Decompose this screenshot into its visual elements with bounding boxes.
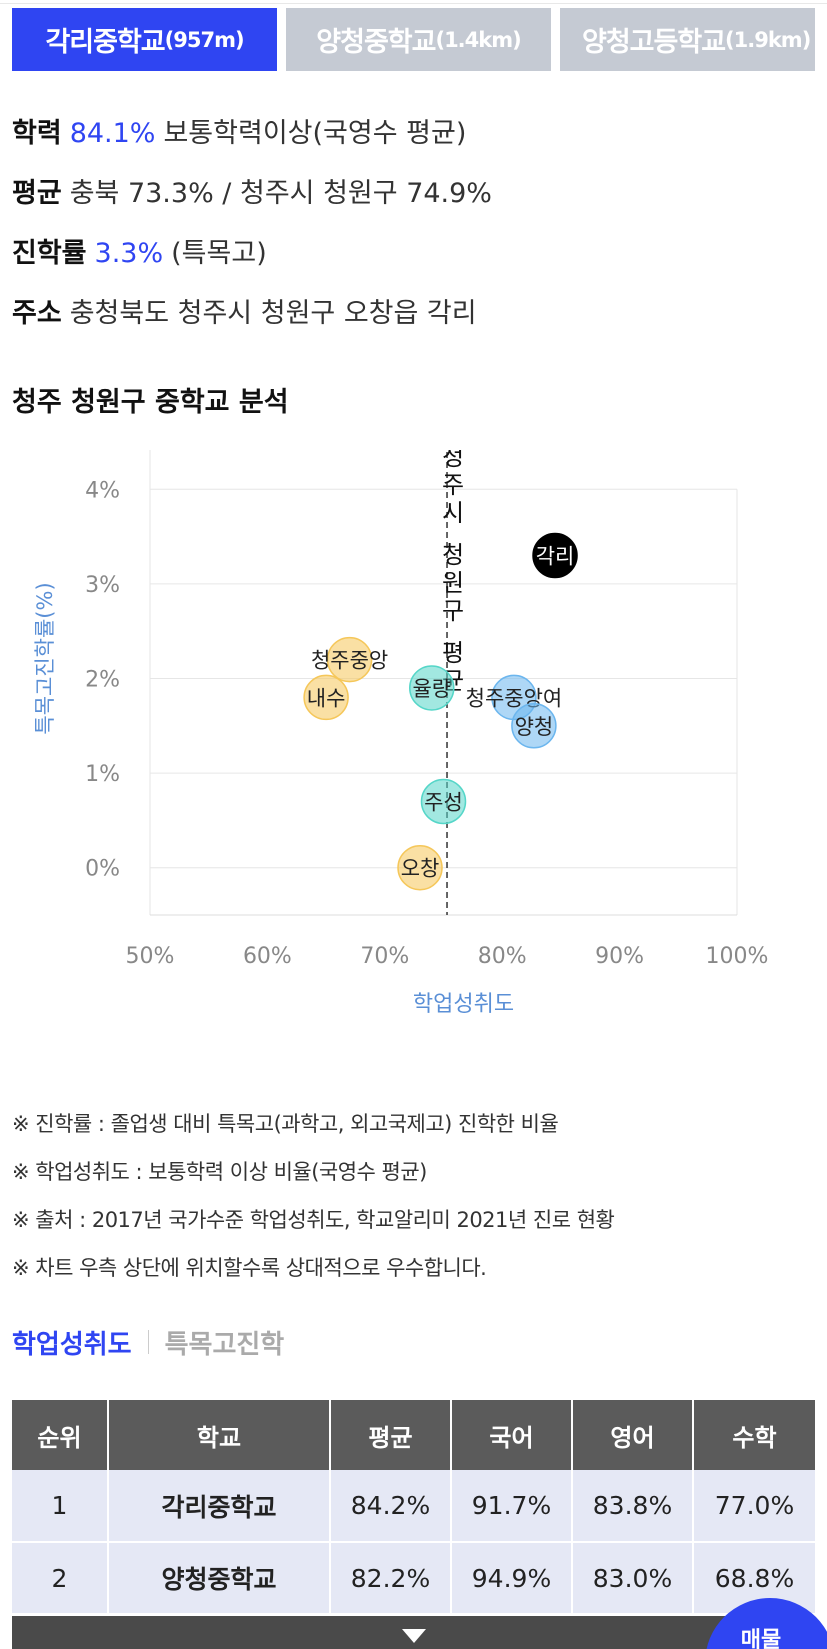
data-point-label: 주성 [424,790,463,814]
advance-desc: (특목고) [171,238,267,269]
data-point-label: 청주중앙 [311,649,388,673]
scatter-chart: 0% 1% 2% 3% 4% 50% 60% 70% 80% 90% 100% 학업성취도 특목고진학률… [33,450,769,1017]
address-label: 주소 [12,298,62,329]
data-point [420,778,467,825]
cell-rank: 1 [12,1470,109,1543]
header-school: 학교 [108,1400,331,1470]
average-label: 평균 [12,178,62,209]
address-value: 충청북도 청주시 청원구 오창읍 각리 [69,298,477,329]
svg-text:청: 청 [442,450,464,471]
advance-label: 진학률 [12,238,87,269]
chevron-down-icon [401,1628,426,1643]
cell-korean: 91.7% [451,1470,573,1543]
data-point [303,674,349,721]
x-tick-label: 60% [243,944,292,969]
y-tick-label: 4% [85,478,120,503]
tab-school-name: 양청고등학교 [582,27,726,58]
data-point-label: 양청 [515,715,554,739]
header-english: 영어 [572,1400,694,1470]
svg-text:주: 주 [442,471,464,499]
data-point [511,703,557,749]
x-tick-label: 90% [595,944,644,969]
address-row: 주소 충청북도 청주시 청원구 오창읍 각리 [12,290,812,350]
note-source: ※ 출처 : 2017년 국가수준 학업성취도, 학교알리미 2021년 진로 … [12,1208,615,1232]
cell-english: 83.0% [572,1542,694,1615]
tab-separator [147,1330,149,1354]
y-tick-label: 1% [85,762,120,787]
table-header-row: 순위 학교 평균 국어 영어 수학 [12,1400,815,1470]
average-row: 평균 충북 73.3% / 청주시 청원구 74.9% [12,170,812,230]
advance-value: 3.3% [94,238,164,269]
x-tick-label: 70% [360,944,409,969]
average-line-label: 청주시청원구평균 [442,450,464,695]
cell-school: 각리중학교 [108,1470,331,1543]
y-tick-label: 2% [85,668,120,693]
data-point [532,532,578,579]
data-point [326,636,373,683]
header-rank: 순위 [12,1400,109,1470]
tab-school-3[interactable]: 양청고등학교 (1.9km) [560,8,815,71]
top-divider [0,0,827,4]
section-title: 청주 청원구 중학교 분석 [12,387,289,418]
data-point-label: 청주중앙여 [466,686,563,710]
school-info: 학력 84.1% 보통학력이상(국영수 평균) 평균 충북 73.3% / 청주시 청… [12,110,812,350]
advance-row: 진학률 3.3% (특목고) [12,230,812,290]
x-tick-label: 50% [126,944,175,969]
tab-school-distance: (957m) [164,27,245,52]
expand-table-button[interactable] [12,1616,815,1649]
header-average: 평균 [330,1400,452,1470]
tab-special-school[interactable]: 특목고진학 [164,1329,285,1360]
svg-text:청: 청 [442,541,464,569]
cell-korean: 94.9% [451,1542,573,1615]
note-position-hint: ※ 차트 우측 상단에 위치할수록 상대적으로 우수합니다. [12,1256,487,1280]
school-tabs: 각리중학교 (957m) 양청중학교 (1.4km) 양청고등학교 (1.9km) [12,8,815,71]
cell-average: 84.2% [330,1470,452,1543]
data-point-label: 오창 [401,857,440,881]
average-value: 충북 73.3% / 청주시 청원구 74.9% [69,178,492,209]
y-tick-label: 0% [85,857,120,882]
note-advance-rate: ※ 진학률 : 졸업생 대비 특목고(과학고, 외고국제고) 진학한 비율 [12,1112,559,1136]
x-tick-label: 80% [478,944,527,969]
x-tick-label: 100% [706,944,769,969]
x-axis-label: 학업성취도 [413,992,514,1017]
tab-school-distance: (1.4km) [435,27,521,52]
table-row: 1 각리중학교 84.2% 91.7% 83.8% 77.0% [12,1470,815,1543]
svg-text:구: 구 [442,597,464,625]
cell-english: 83.8% [572,1470,694,1543]
academic-value: 84.1% [69,118,156,149]
academic-desc: 보통학력이상(국영수 평균) [163,118,467,149]
cell-rank: 2 [12,1542,109,1615]
data-point-label: 내수 [307,686,346,710]
cell-average: 82.2% [330,1542,452,1615]
academic-row: 학력 84.1% 보통학력이상(국영수 평균) [12,110,812,170]
svg-text:평: 평 [442,639,464,667]
data-point [409,665,455,711]
chart-notes: ※ 진학률 : 졸업생 대비 특목고(과학고, 외고국제고) 진학한 비율 ※ … [12,1100,822,1292]
tab-school-1[interactable]: 각리중학교 (957m) [12,8,277,71]
ranking-table: 순위 학교 평균 국어 영어 수학 1 각리중학교 84.2% 91.7% 83… [12,1400,815,1615]
tab-school-2[interactable]: 양청중학교 (1.4km) [286,8,551,71]
data-point-label: 율량 [412,677,451,701]
header-math: 수학 [693,1400,815,1470]
table-row: 2 양청중학교 82.2% 94.9% 83.0% 68.8% [12,1542,815,1615]
svg-text:원: 원 [442,569,464,597]
data-point [397,844,443,891]
cell-school: 양청중학교 [108,1542,331,1615]
ranking-tabs: 학업성취도 특목고진학 [12,1322,284,1362]
note-achievement: ※ 학업성취도 : 보통학력 이상 비율(국영수 평균) [12,1160,427,1184]
fab-label: 매물 [740,1628,782,1649]
header-korean: 국어 [451,1400,573,1470]
svg-text:시: 시 [442,499,464,527]
tab-school-distance: (1.9km) [725,27,811,52]
data-point-label: 각리 [536,545,575,569]
cell-math: 77.0% [693,1470,815,1543]
y-axis-label: 특목고진학률(%) [33,582,57,734]
y-tick-label: 3% [85,573,120,598]
tab-achievement[interactable]: 학업성취도 [12,1329,132,1360]
academic-label: 학력 [12,118,62,149]
tab-school-name: 각리중학교 [45,27,165,58]
tab-school-name: 양청중학교 [316,27,436,58]
